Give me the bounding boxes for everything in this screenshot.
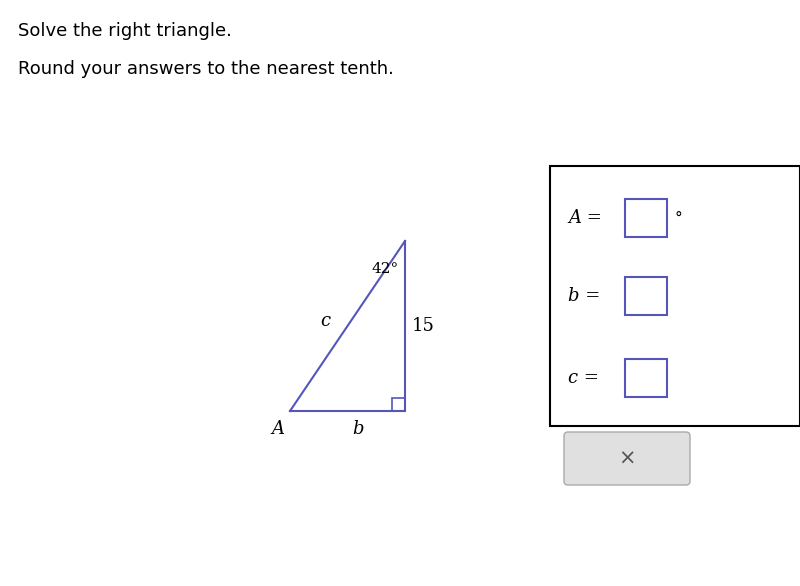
Text: A: A [271,420,285,438]
Text: °: ° [674,210,682,226]
Text: b: b [352,420,363,438]
Text: A =: A = [568,209,602,227]
Bar [625,277,667,315]
Bar [550,166,800,426]
FancyBboxPatch shape [564,432,690,485]
Text: 15: 15 [411,317,434,335]
Text: 42°: 42° [371,262,398,276]
Bar [392,398,405,411]
Text: ×: × [618,448,636,468]
Text: Round your answers to the nearest tenth.: Round your answers to the nearest tenth. [18,60,394,78]
Text: c: c [321,312,330,330]
Text: c =: c = [568,369,599,387]
Text: Solve the right triangle.: Solve the right triangle. [18,22,232,40]
Bar [625,359,667,397]
Bar [625,199,667,237]
Text: b =: b = [568,287,600,305]
